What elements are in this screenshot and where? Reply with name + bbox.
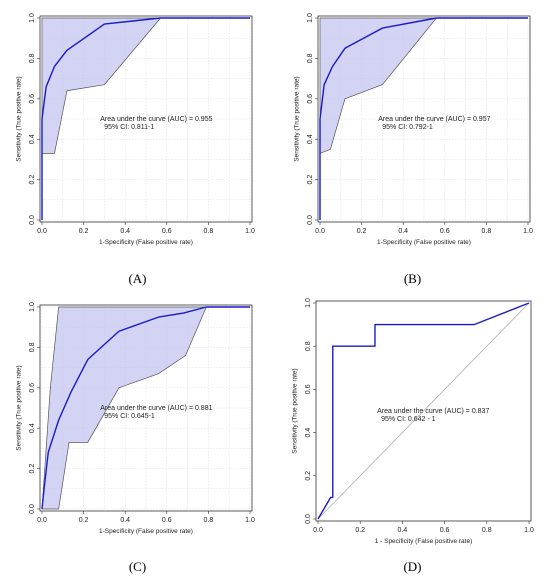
x-tick-label: 0.8	[204, 228, 214, 235]
y-tick-label: 0.2	[29, 175, 36, 185]
x-tick-label: 0.2	[357, 228, 367, 235]
ci-text: 95% CI: 0.645-1	[104, 413, 155, 420]
roc-curve	[41, 306, 250, 510]
x-tick-label: 1.0	[524, 527, 534, 534]
y-tick-label: 1.0	[305, 298, 312, 308]
y-tick-label: 0.6	[29, 94, 36, 104]
plot-frame	[39, 15, 253, 223]
y-tick-label: 0.4	[29, 423, 36, 433]
x-tick-label: 0.2	[355, 527, 365, 534]
x-tick-label: 0.6	[162, 517, 172, 524]
x-tick-label: 0.0	[37, 517, 47, 524]
x-tick-label: 0.4	[120, 228, 130, 235]
reference-diagonal	[317, 302, 530, 520]
y-tick-label: 1.0	[29, 302, 36, 312]
roc-chart-c: 0.0 0.2 0.4 0.6 0.8 1.0 0.0 0.2 0.4 0.6 0.8 1.0 1-Sp…	[16, 302, 255, 535]
x-tick-label: 0.4	[120, 517, 130, 524]
y-tick-label: 0.0	[29, 215, 36, 225]
panel-label-b: (B)	[403, 271, 422, 286]
plot-frame	[317, 15, 531, 223]
auc-text: Area under the curve (AUC) = 0.957	[378, 116, 490, 123]
x-tick-label: 0.8	[482, 527, 492, 534]
x-axis-label: 1-Specificity (False positive rate)	[99, 239, 193, 246]
x-tick-label: 0.6	[162, 228, 172, 235]
axes: 0.0 0.2 0.4 0.6 0.8 1.0 0.0 0.2 0.4 0.6 0.8 1.0	[305, 298, 534, 534]
x-tick-label: 0.8	[204, 517, 214, 524]
x-tick-label: 0.4	[398, 228, 408, 235]
ci-text: 95% CI: 0.811-1	[104, 124, 154, 131]
roc-curve	[319, 17, 528, 220]
roc-chart-b: 0.0 0.2 0.4 0.6 0.8 1.0 0.0 0.2 0.4 0.6 0.8 1.0 1-Sp…	[294, 13, 533, 246]
ci-text: 95% CI: 0.642 - 1	[381, 416, 436, 423]
x-tick-label: 0.8	[482, 228, 492, 235]
ci-band	[42, 307, 250, 509]
y-tick-label: 0.2	[29, 464, 36, 474]
y-tick-label: 0.8	[29, 53, 36, 63]
x-tick-label: 0.6	[440, 228, 450, 235]
x-tick-label: 1.0	[523, 228, 533, 235]
auc-text: Area under the curve (AUC) = 0.837	[377, 408, 489, 415]
y-tick-label: 0.0	[307, 215, 314, 225]
roc-chart-d: 0.0 0.2 0.4 0.6 0.8 1.0 0.0 0.2 0.4 0.6 0.8 1.0 1 - …	[292, 298, 534, 545]
x-tick-label: 0.2	[79, 517, 89, 524]
y-tick-label: 0.8	[307, 53, 314, 63]
axes: 0.0 0.2 0.4 0.6 0.8 1.0 0.0 0.2 0.4 0.6 0.8 1.0	[307, 13, 533, 235]
ci-band	[320, 18, 528, 220]
x-tick-label: 0.0	[37, 228, 47, 235]
y-axis-label: Sensitivity (True positive rate)	[294, 76, 301, 161]
x-tick-label: 0.0	[315, 228, 325, 235]
y-tick-label: 0.6	[305, 384, 312, 394]
x-tick-label: 1.0	[245, 228, 255, 235]
y-axis-label: Sensitivity (True positive rate)	[16, 76, 23, 161]
y-axis-label: Sensitivity (True positive rate)	[16, 365, 23, 450]
x-axis-label: 1 - Specificity (False positive rate)	[375, 538, 473, 545]
x-tick-label: 0.4	[398, 527, 408, 534]
ci-lower-line	[42, 306, 207, 510]
roc-panel-d: 0.0 0.2 0.4 0.6 0.8 1.0 0.0 0.2 0.4 0.6 0.8 1.0 1 - …	[275, 288, 550, 576]
panel-label-a: (A)	[128, 271, 147, 286]
y-tick-label: 0.0	[29, 504, 36, 514]
x-tick-label: 1.0	[245, 517, 255, 524]
roc-panel-b: 0.0 0.2 0.4 0.6 0.8 1.0 0.0 0.2 0.4 0.6 0.8 1.0 1-Sp…	[275, 0, 550, 288]
y-axis-label: Sensitivity (True positive rate)	[292, 368, 299, 453]
x-axis-label: 1-Specificity (False positive rate)	[377, 239, 471, 246]
y-tick-label: 1.0	[29, 13, 36, 23]
y-tick-label: 0.0	[305, 514, 312, 524]
auc-text: Area under the curve (AUC) = 0.955	[100, 116, 212, 123]
axes: 0.0 0.2 0.4 0.6 0.8 1.0 0.0 0.2 0.4 0.6 0.8 1.0	[29, 302, 255, 524]
x-tick-label: 0.0	[313, 527, 323, 534]
y-tick-label: 0.4	[305, 428, 312, 438]
y-tick-label: 0.6	[307, 94, 314, 104]
y-tick-label: 0.2	[305, 471, 312, 481]
ci-text: 95% CI: 0.792-1	[382, 124, 433, 131]
panel-label-c: (C)	[128, 559, 147, 574]
plot-frame	[39, 304, 253, 512]
axes: 0.0 0.2 0.4 0.6 0.8 1.0 0.0 0.2 0.4 0.6 0.8 1.0	[29, 13, 255, 235]
x-tick-label: 0.2	[79, 228, 89, 235]
roc-curve	[317, 302, 530, 520]
y-tick-label: 1.0	[307, 13, 314, 23]
ci-band	[42, 18, 250, 220]
roc-chart-a: 0.0 0.2 0.4 0.6 0.8 1.0 0.0 0.2 0.4 0.6 0.8 1.0 1-Sp…	[16, 13, 255, 246]
y-tick-label: 0.8	[305, 341, 312, 351]
roc-panel-a: 0.0 0.2 0.4 0.6 0.8 1.0 0.0 0.2 0.4 0.6 0.8 1.0 1-Sp…	[0, 0, 275, 288]
panel-label-d: (D)	[403, 559, 422, 574]
roc-panel-c: 0.0 0.2 0.4 0.6 0.8 1.0 0.0 0.2 0.4 0.6 0.8 1.0 1-Sp…	[0, 288, 275, 576]
y-tick-label: 0.2	[307, 175, 314, 185]
auc-text: Area under the curve (AUC) = 0.881	[100, 405, 212, 412]
y-tick-label: 0.4	[29, 134, 36, 144]
x-tick-label: 0.6	[440, 527, 450, 534]
roc-curve	[41, 17, 250, 220]
y-tick-label: 0.4	[307, 134, 314, 144]
y-tick-label: 0.6	[29, 383, 36, 393]
plot-frame	[315, 300, 532, 522]
y-tick-label: 0.8	[29, 342, 36, 352]
x-axis-label: 1-Specificity (False positive rate)	[99, 528, 193, 535]
